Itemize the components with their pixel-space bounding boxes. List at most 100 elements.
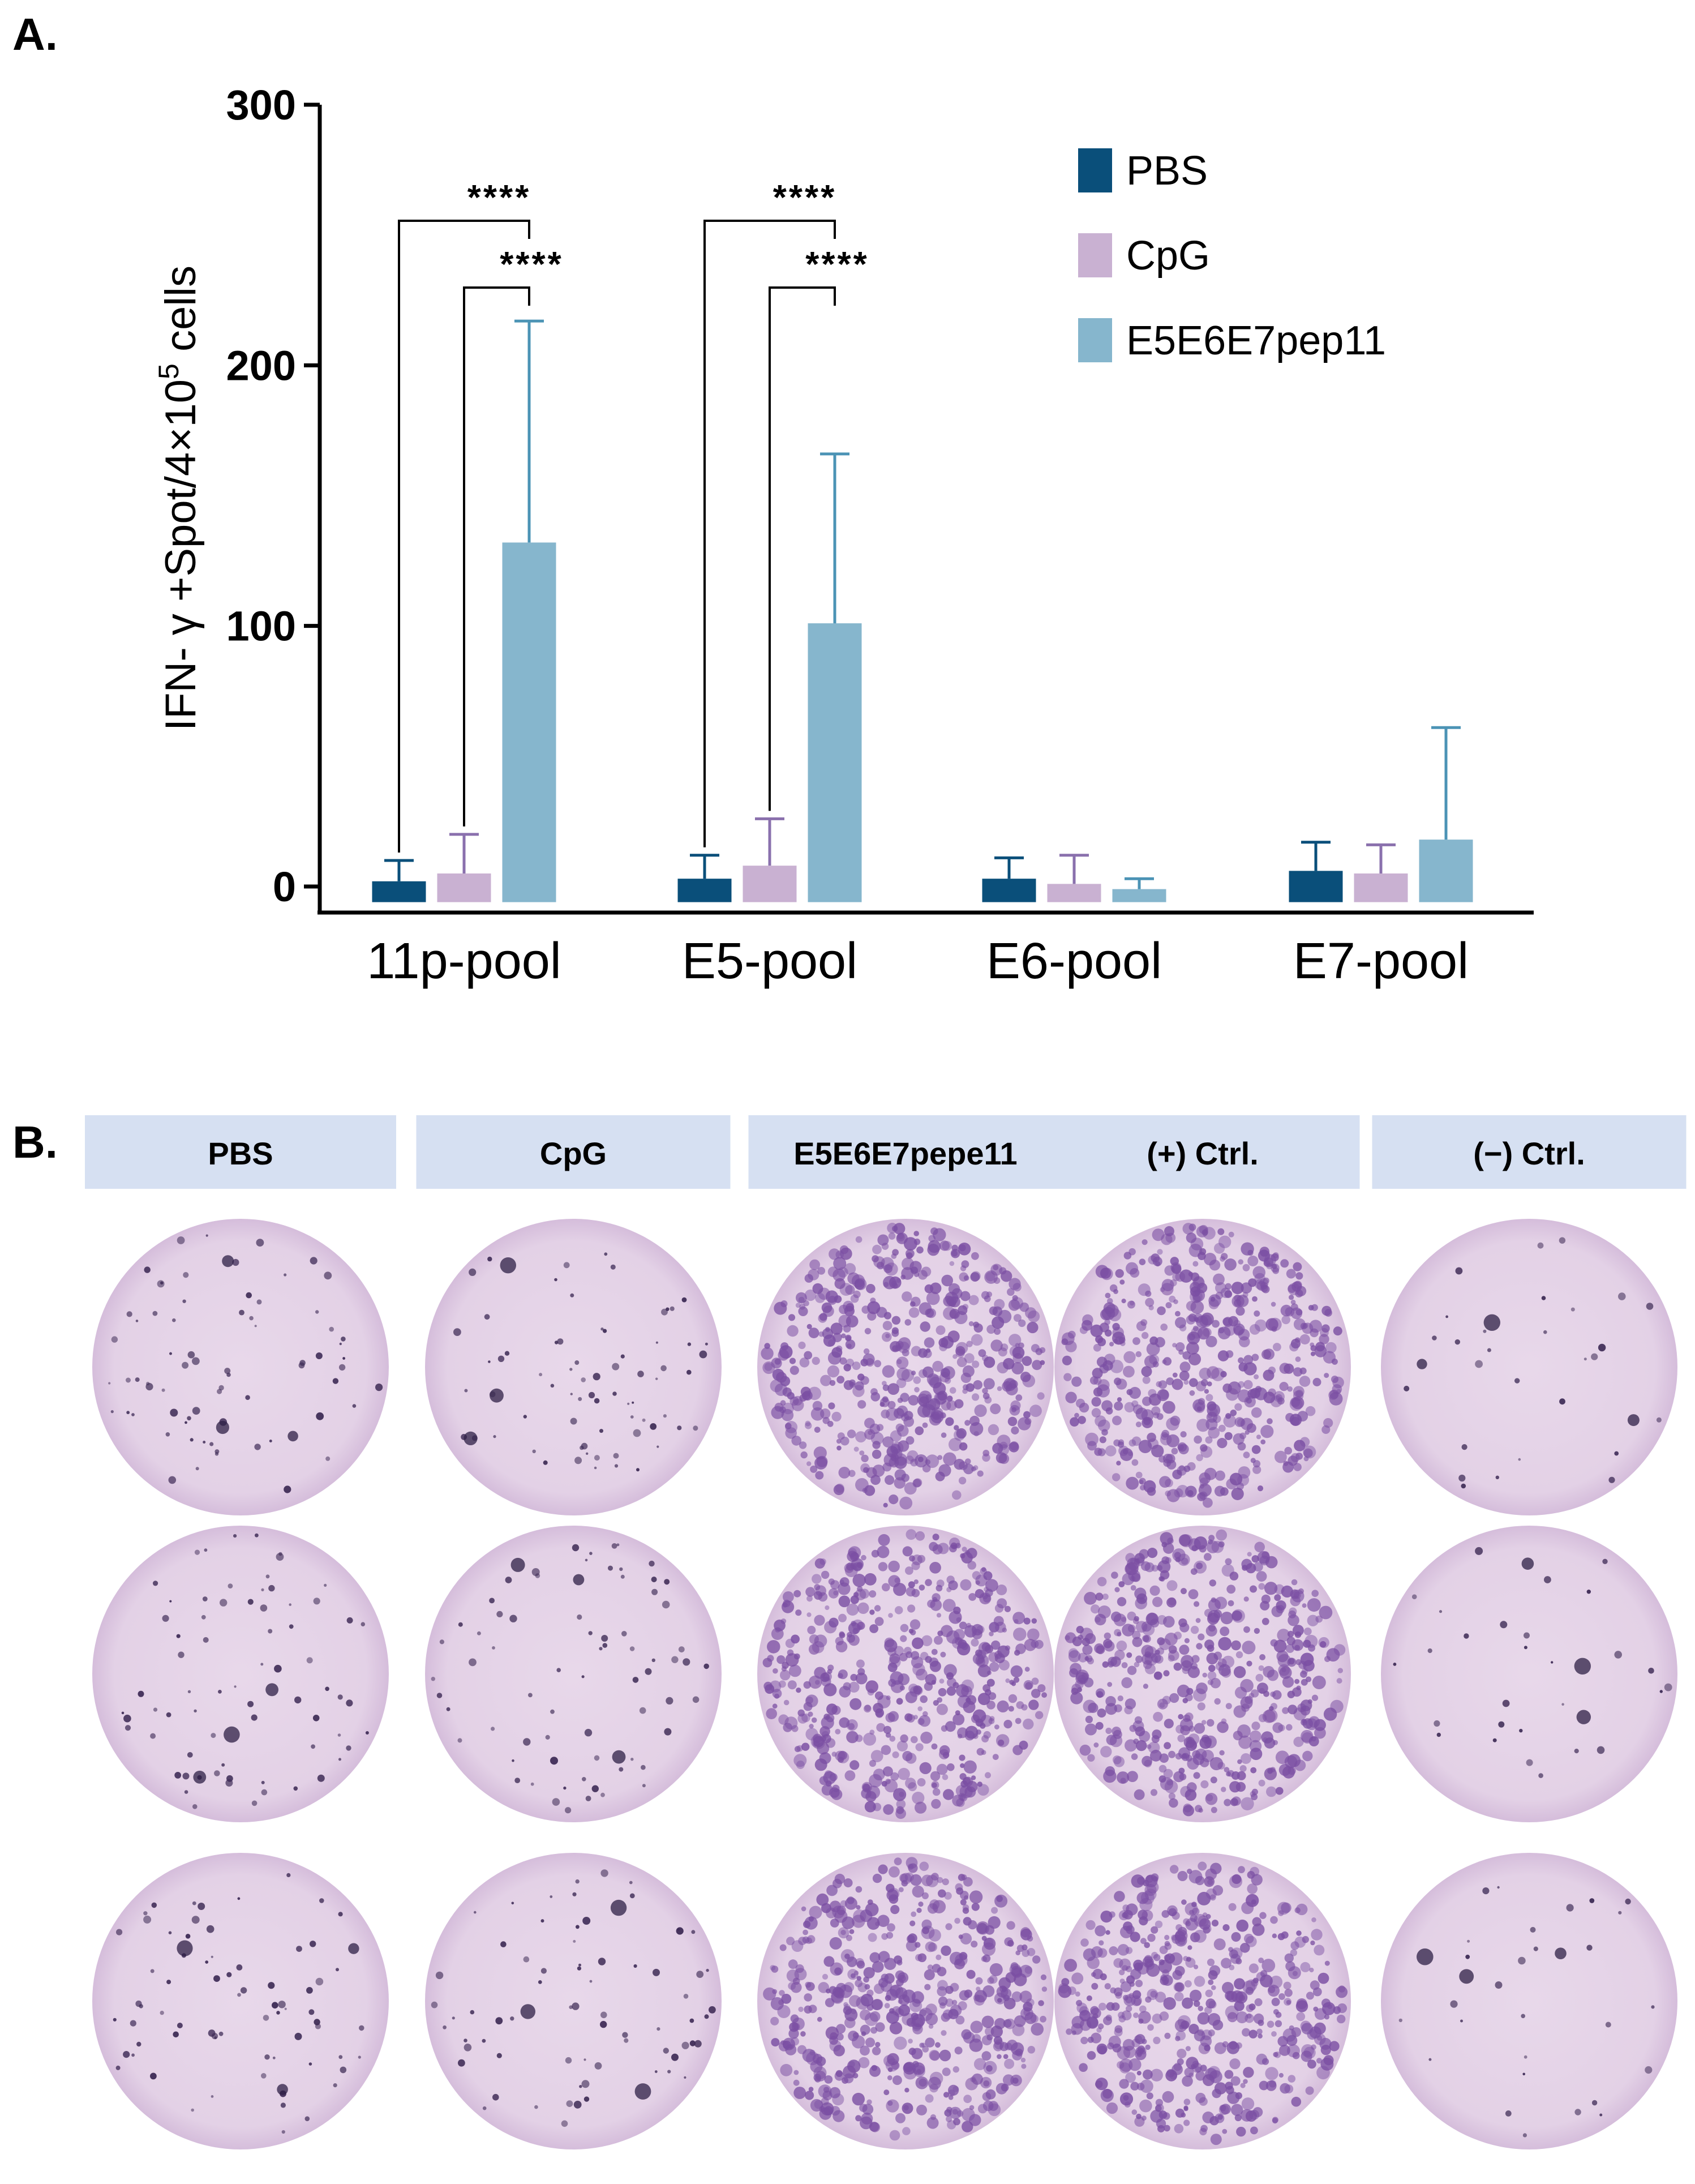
well-spot [990, 1264, 1003, 1276]
well-spot [1314, 1345, 1327, 1357]
elispot-wells [92, 1219, 1677, 2149]
well-spot [1208, 1294, 1221, 1307]
well-spot [781, 1408, 794, 1421]
well-spot [948, 2084, 959, 2096]
well-spot [1087, 2036, 1094, 2043]
well-spot [1105, 1727, 1112, 1735]
well-spot [872, 1961, 884, 1973]
well-spot [1254, 1998, 1263, 2006]
well-spot [852, 1574, 866, 1587]
well-spot [833, 1257, 847, 1270]
well-spot [1161, 1556, 1170, 1565]
well-spot [1132, 1630, 1141, 1639]
well-spot [1211, 1806, 1217, 1813]
well-spot [828, 1402, 835, 1410]
well-spot [972, 1360, 980, 1368]
well-spot [762, 1658, 773, 1668]
well-spot [572, 1544, 580, 1552]
well-spot [1004, 1605, 1011, 1612]
well-spot [1454, 1339, 1460, 1345]
well-spot [1015, 2048, 1023, 2057]
well-spot [1145, 2044, 1151, 2050]
well-spot [268, 1629, 273, 1634]
well-circle [425, 1526, 722, 1822]
well-spot [1228, 1231, 1234, 1237]
well-spot [1243, 2079, 1248, 2084]
well-spot [894, 2036, 907, 2050]
well-spot [110, 1410, 114, 1414]
well-spot [464, 2039, 467, 2042]
well-spot [973, 1380, 982, 1390]
well-spot [182, 1299, 186, 1303]
well-spot [1183, 2105, 1188, 2110]
well-spot [523, 1738, 531, 1746]
well-spot [1458, 1474, 1466, 1482]
well-spot [971, 1252, 979, 1260]
well-spot [1170, 1262, 1182, 1273]
well-spot [1003, 1994, 1010, 2001]
well-spot [1284, 1363, 1294, 1374]
well-spot [989, 1661, 999, 1672]
well-spot [1618, 1292, 1626, 1300]
well-spot [1032, 1955, 1041, 1964]
well-spot [872, 1441, 881, 1449]
well-spot-large [1483, 1314, 1500, 1331]
well-spot [624, 2038, 629, 2043]
well-spot [203, 1441, 206, 1444]
well-spot [1105, 1930, 1110, 1935]
well-spot [1280, 2083, 1290, 2094]
well-spot [764, 1343, 770, 1349]
well-spot [882, 1436, 894, 1448]
well-spot [919, 1861, 929, 1872]
well-spot [1097, 1577, 1107, 1587]
well-spot [1492, 1738, 1497, 1742]
well-spot [575, 1879, 580, 1884]
well-spot [677, 1425, 682, 1431]
well-spot [994, 2018, 1006, 2029]
well-spot [822, 1672, 832, 1682]
well-spot [1518, 1458, 1521, 1461]
well-spot [1105, 1445, 1117, 1457]
well-spot [123, 2051, 130, 2058]
well-spot [1064, 1959, 1077, 1972]
well-spot [1022, 1374, 1036, 1388]
well-spot [1091, 1408, 1101, 1418]
well-spot [791, 1940, 804, 1952]
well-spot [973, 1321, 979, 1328]
well-spot [1432, 1335, 1437, 1341]
well-spot [284, 2007, 287, 2010]
well-spot [1207, 1381, 1212, 1387]
well-spot [709, 2006, 716, 2014]
well-spot [1460, 2019, 1463, 2023]
well-spot [974, 1994, 985, 2006]
well-spot [1544, 1576, 1551, 1583]
well-spot [1117, 1695, 1124, 1702]
well-spot [1090, 1324, 1103, 1337]
well-spot [570, 1418, 577, 1425]
well-spot [922, 1711, 928, 1717]
well-spot [289, 1624, 294, 1629]
well-spot [1109, 1946, 1118, 1955]
well-spot [797, 1709, 805, 1717]
well-spot [971, 1903, 980, 1911]
well-spot [1119, 1969, 1125, 1976]
well-spot [610, 1264, 616, 1270]
well-spot [686, 1369, 692, 1375]
well-spot [296, 1946, 302, 1952]
well-spot [1483, 1329, 1487, 1333]
well-spot [1041, 1692, 1047, 1698]
well-spot [778, 1680, 786, 1688]
well-spot [1289, 1342, 1299, 1352]
well-spot [981, 2015, 994, 2028]
well-spot [894, 1477, 906, 1489]
well-spot [855, 1236, 862, 1243]
well-spot [1260, 1974, 1273, 1988]
well-spot [895, 2113, 906, 2123]
well-spot [1234, 1403, 1242, 1411]
well-spot [960, 1579, 972, 1591]
well-spot [963, 1384, 969, 1390]
well-spot [1208, 2066, 1221, 2079]
elispot-well [1381, 1853, 1677, 2149]
well-spot [1514, 1378, 1520, 1384]
